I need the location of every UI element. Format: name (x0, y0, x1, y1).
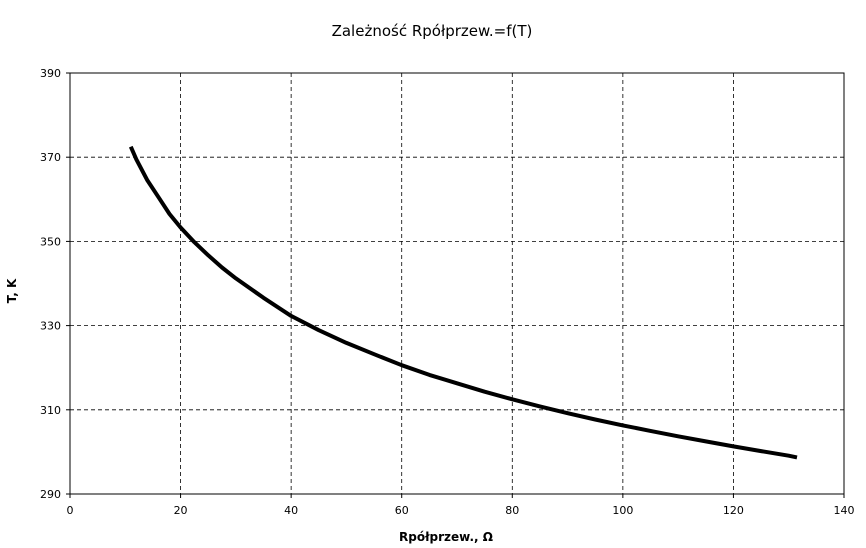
y-tick-label: 350 (40, 235, 61, 248)
x-tick-label: 100 (612, 504, 633, 517)
tick-labels: 0 20 40 60 80 100 120 140 290 310 330 350 370 390 (40, 67, 855, 517)
chart-title: Zależność Rpółprzew.=f(T) (332, 22, 533, 40)
x-tick-label: 0 (67, 504, 74, 517)
y-tick-label: 390 (40, 67, 61, 80)
x-axis-label: Rpółprzew., Ω (399, 530, 493, 544)
y-axis-label: T, K (5, 278, 19, 303)
x-tick-label: 120 (723, 504, 744, 517)
series-layer (128, 145, 798, 460)
x-tick-label: 140 (834, 504, 855, 517)
x-tick-label: 40 (284, 504, 298, 517)
axis-ticks (66, 72, 845, 498)
y-tick-label: 310 (40, 404, 61, 417)
plot-area-frame (69, 72, 845, 495)
y-tick-label: 370 (40, 151, 61, 164)
x-tick-label: 60 (395, 504, 409, 517)
series-line-0 (128, 145, 798, 460)
y-tick-label: 290 (40, 488, 61, 501)
x-tick-label: 80 (505, 504, 519, 517)
grid-lines (70, 73, 844, 494)
x-tick-label: 20 (174, 504, 188, 517)
y-tick-label: 330 (40, 320, 61, 333)
